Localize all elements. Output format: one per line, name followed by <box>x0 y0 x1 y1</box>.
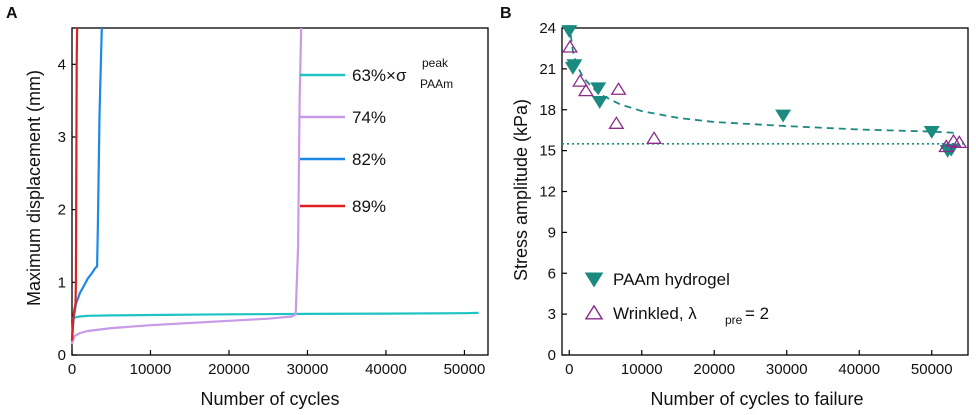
y-tick-label: 4 <box>58 56 66 73</box>
y-tick-label: 6 <box>548 265 556 282</box>
panel-a: A 0 10000 20000 30000 40000 50000 0 1 2 3 4 Numbe… <box>6 5 489 409</box>
panel-a-legend: 63%×σ peak PAAm 74% 82% 89% <box>300 56 453 216</box>
y-tick-label: 0 <box>58 347 66 364</box>
wrinkled-data-point <box>561 39 578 53</box>
y-tick-label: 2 <box>58 202 66 219</box>
fit-dashed-curve <box>569 34 958 134</box>
y-tick-label: 0 <box>548 347 556 364</box>
panel-b-y-axis-label: Stress amplitude (kPa) <box>511 99 531 281</box>
panel-a-x-ticks: 0 10000 20000 30000 40000 50000 <box>68 350 485 378</box>
x-tick-label: 0 <box>68 361 76 378</box>
x-tick-label: 10000 <box>621 361 663 378</box>
panel-b: B 0 10000 20000 30000 40000 50000 0 3 6 9 12 15 18 2… <box>500 5 969 409</box>
legend-marker-1 <box>584 272 604 288</box>
wrinkled-data-point <box>577 83 594 97</box>
x-tick-label: 20000 <box>208 361 250 378</box>
wrinkled-data-point <box>572 73 589 87</box>
panel-b-x-ticks: 0 10000 20000 30000 40000 50000 <box>565 350 953 378</box>
y-tick-label: 15 <box>539 143 556 160</box>
legend-subscript: PAAm <box>420 77 453 91</box>
x-tick-label: 0 <box>565 361 573 378</box>
x-tick-label: 40000 <box>365 361 407 378</box>
y-tick-label: 21 <box>539 61 556 78</box>
legend-label-4: 89% <box>352 197 386 216</box>
panel-b-x-axis-label: Number of cycles to failure <box>650 389 863 409</box>
series-line-4 <box>70 27 79 341</box>
y-tick-label: 1 <box>58 274 66 291</box>
y-tick-label: 18 <box>539 102 556 119</box>
paam-data-point <box>923 125 940 139</box>
panel-a-series-lines <box>70 27 479 345</box>
panel-b-legend: PAAm hydrogel Wrinkled, λ pre = 2 <box>584 270 769 327</box>
y-tick-label: 24 <box>539 20 556 37</box>
wrinkled-data-point <box>610 82 627 95</box>
series-line-2 <box>70 27 303 345</box>
x-tick-label: 30000 <box>287 361 329 378</box>
legend-marker-2 <box>584 304 604 320</box>
y-tick-label: 9 <box>548 224 556 241</box>
x-tick-label: 50000 <box>911 361 953 378</box>
y-tick-label: 12 <box>539 184 556 201</box>
x-tick-label: 30000 <box>766 361 808 378</box>
paam-data-point <box>590 82 607 96</box>
x-tick-label: 40000 <box>838 361 880 378</box>
paam-data-point <box>775 109 792 123</box>
panel-a-frame <box>71 27 489 356</box>
legend-label-2: Wrinkled, λ <box>613 304 697 323</box>
x-tick-label: 50000 <box>444 361 486 378</box>
panel-a-label: A <box>6 5 18 22</box>
x-tick-label: 20000 <box>693 361 735 378</box>
legend-subscript: pre <box>725 313 743 327</box>
legend-superscript: peak <box>422 56 449 70</box>
paam-data-point <box>561 25 578 39</box>
legend-suffix: = 2 <box>745 304 769 323</box>
panel-b-data-points <box>561 25 968 158</box>
series-line-1 <box>71 311 479 320</box>
legend-label-2: 74% <box>352 108 386 127</box>
legend-label-1: 63%×σ <box>352 66 407 85</box>
panel-b-y-ticks: 0 3 6 9 12 15 18 21 24 <box>539 20 567 364</box>
wrinkled-data-point <box>608 116 625 129</box>
panel-b-label: B <box>500 5 512 22</box>
panel-a-plot-area <box>71 27 489 356</box>
legend-label-3: 82% <box>352 150 386 169</box>
x-tick-label: 10000 <box>130 361 172 378</box>
y-tick-label: 3 <box>548 306 556 323</box>
wrinkled-data-point <box>646 131 663 144</box>
panel-a-x-axis-label: Number of cycles <box>200 389 339 409</box>
y-tick-label: 3 <box>58 129 66 146</box>
paam-data-point <box>566 59 583 73</box>
wrinkled-data-point <box>951 135 968 149</box>
panel-a-y-axis-label: Maximum displacement (mm) <box>24 70 44 306</box>
paam-data-point <box>591 95 608 109</box>
legend-label-1: PAAm hydrogel <box>613 270 730 289</box>
